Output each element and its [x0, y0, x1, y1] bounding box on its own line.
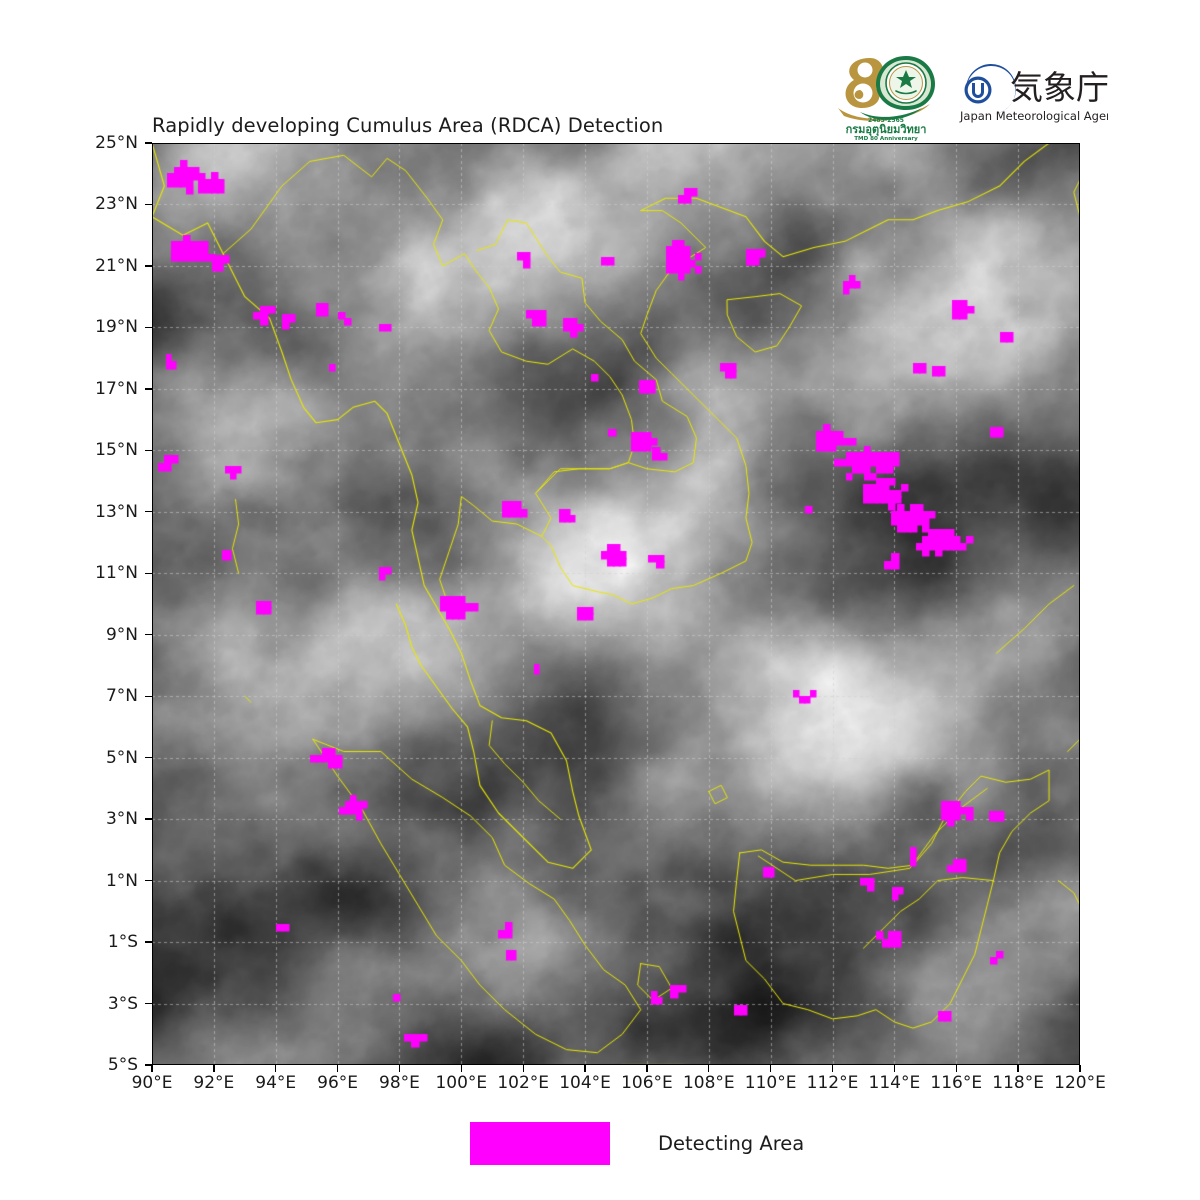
- y-tick-label: 3°N: [105, 809, 138, 830]
- y-tick-label: 23°N: [95, 194, 138, 215]
- y-tick-mark: [145, 756, 152, 759]
- y-tick-mark: [145, 1002, 152, 1005]
- x-tick-mark: [893, 1065, 896, 1072]
- y-tick-label: 21°N: [95, 255, 138, 276]
- legend-swatch-detecting-area: [470, 1122, 610, 1165]
- x-tick-mark: [460, 1065, 463, 1072]
- y-tick-label: 5°S: [107, 1055, 138, 1075]
- x-tick-label: 118°E: [992, 1073, 1044, 1093]
- x-tick-mark: [831, 1065, 834, 1072]
- y-tick-label: 17°N: [95, 378, 138, 399]
- tmd-years: 2485-2565: [868, 117, 904, 124]
- x-tick-label: 98°E: [379, 1073, 420, 1093]
- tmd-subtitle: TMD 80 Anniversary: [854, 136, 918, 142]
- x-tick-label: 116°E: [930, 1073, 983, 1093]
- y-tick-label: 1°N: [105, 870, 138, 891]
- x-tick-label: 110°E: [744, 1073, 797, 1093]
- x-tick-label: 94°E: [255, 1073, 297, 1093]
- y-tick-mark: [145, 941, 152, 943]
- y-tick-mark: [145, 203, 152, 206]
- y-tick-mark: [145, 511, 152, 513]
- x-tick-mark: [151, 1065, 153, 1072]
- x-tick-label: 106°E: [621, 1073, 673, 1093]
- satellite-imagery-canvas[interactable]: [152, 143, 1080, 1065]
- y-tick-label: 19°N: [95, 317, 138, 338]
- x-tick-mark: [398, 1065, 401, 1072]
- y-tick-mark: [145, 142, 152, 144]
- y-tick-label: 5°N: [105, 747, 138, 768]
- tmd-thai-text: กรมอุตุนิยมวิทยา: [846, 123, 927, 137]
- x-axis: 90°E 92°E 94°E 96°E 98°E 100°E 102°E 104°E 106°E…: [132, 143, 1106, 1093]
- tmd-logo: 2485-2565 กรมอุตุนิยมวิทยา TMD 80 Annive…: [830, 46, 942, 146]
- y-tick-mark: [145, 326, 152, 329]
- satellite-map-plot[interactable]: 25°N 23°N 21°N 19°N 17°N 15°N 13°N 11°N 9°N 7°N 5°…: [95, 133, 1106, 1093]
- y-tick-mark: [145, 265, 152, 267]
- x-tick-label: 96°E: [317, 1073, 359, 1093]
- y-tick-mark: [145, 634, 152, 636]
- title-line-product: Rapidly developing Cumulus Area (RDCA) D…: [152, 114, 664, 137]
- x-tick-label: 100°E: [435, 1073, 488, 1093]
- y-tick-mark: [145, 879, 152, 882]
- x-tick-mark: [708, 1065, 710, 1072]
- y-tick-label: 11°N: [95, 563, 138, 584]
- y-tick-mark: [145, 449, 152, 452]
- x-tick-label: 120°E: [1054, 1073, 1106, 1093]
- legend: Detecting Area: [470, 1122, 804, 1165]
- x-tick-label: 92°E: [193, 1073, 235, 1093]
- y-tick-label: 1°S: [107, 932, 138, 953]
- legend-label-detecting-area: Detecting Area: [658, 1132, 805, 1155]
- y-tick-label: 3°S: [107, 993, 138, 1014]
- x-tick-label: 108°E: [682, 1073, 735, 1093]
- y-tick-mark: [145, 818, 152, 820]
- y-axis: 25°N 23°N 21°N 19°N 17°N 15°N 13°N 11°N 9°N 7°N 5°…: [95, 133, 1080, 1075]
- y-tick-label: 9°N: [105, 624, 138, 645]
- y-tick-label: 25°N: [95, 133, 138, 153]
- x-tick-label: 102°E: [497, 1073, 550, 1093]
- jma-kanji: 気象庁: [1010, 68, 1108, 107]
- y-tick-mark: [145, 388, 152, 390]
- y-tick-label: 7°N: [105, 686, 138, 707]
- logo-group: 2485-2565 กรมอุตุนิยมวิทยา TMD 80 Annive…: [830, 46, 1127, 146]
- jma-subtitle: Japan Meteorological Agency: [959, 109, 1108, 123]
- x-tick-mark: [213, 1065, 215, 1072]
- jma-logo: 気象庁 Japan Meteorological Agency: [958, 46, 1127, 130]
- x-tick-label: 112°E: [806, 1073, 859, 1093]
- x-tick-label: 90°E: [131, 1073, 173, 1093]
- x-tick-mark: [646, 1065, 648, 1072]
- x-tick-mark: [275, 1065, 277, 1072]
- x-tick-label: 114°E: [868, 1073, 921, 1093]
- x-tick-mark: [336, 1065, 339, 1072]
- y-tick-mark: [145, 695, 152, 697]
- x-tick-mark: [769, 1065, 772, 1072]
- y-tick-label: 13°N: [95, 501, 138, 522]
- x-tick-mark: [1017, 1065, 1019, 1072]
- y-tick-mark: [145, 1064, 152, 1066]
- x-tick-mark: [955, 1065, 957, 1072]
- y-tick-mark: [145, 572, 152, 574]
- x-tick-label: 104°E: [559, 1073, 611, 1093]
- x-tick-mark: [584, 1065, 586, 1072]
- x-tick-mark: [522, 1065, 524, 1072]
- x-tick-mark: [1079, 1065, 1081, 1072]
- y-tick-label: 15°N: [95, 440, 138, 461]
